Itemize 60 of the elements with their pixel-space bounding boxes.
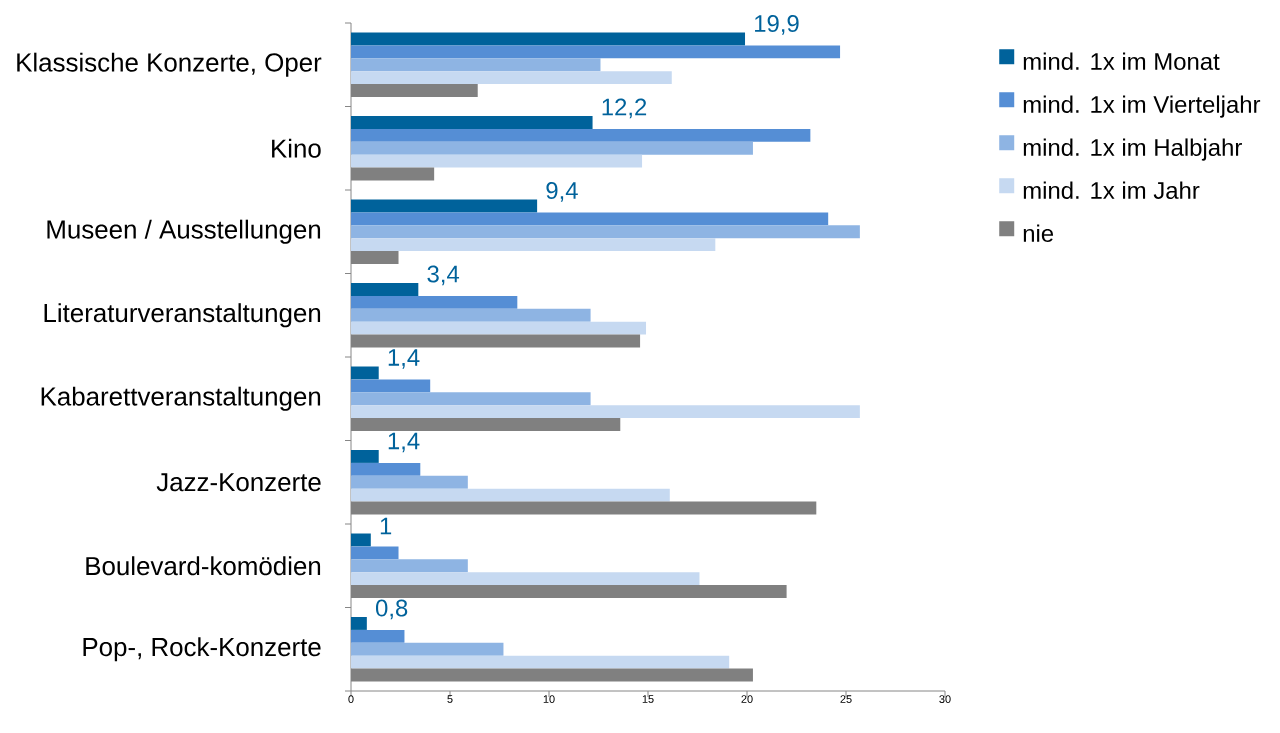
y-tick-label: Boulevard-komödien [86, 556, 321, 576]
data-label: 9,4 [546, 182, 578, 202]
bar [351, 366, 379, 380]
bar [351, 629, 405, 643]
x-tick-label: 0 [348, 695, 354, 703]
data-label: 3,4 [427, 265, 460, 286]
x-tick-label: 25 [840, 695, 852, 703]
y-tick-label: Kino [272, 138, 321, 158]
y-tick-label: Klassische Konzerte, Oper [17, 52, 322, 77]
bar [351, 546, 399, 560]
y-tick-label: Museen / Ausstellungen [47, 219, 321, 244]
bar [351, 475, 468, 489]
bar [351, 295, 518, 309]
bar [351, 212, 829, 226]
legend-label: mind. 1x im Monat [1023, 52, 1220, 70]
y-tick-label: Kabarettveranstaltungen [41, 386, 321, 411]
data-label: 19,9 [755, 15, 799, 35]
bar [351, 405, 860, 419]
bar [351, 642, 504, 656]
y-tick-label: Jazz-Konzerte [156, 473, 321, 492]
bar [351, 379, 431, 393]
legend-label: nie [1023, 224, 1054, 242]
bar [351, 225, 860, 239]
data-label: 12,2 [602, 98, 647, 119]
x-tick-label: 15 [642, 695, 654, 703]
bar [351, 238, 716, 252]
bar [351, 116, 593, 129]
x-tick-label: 30 [939, 695, 951, 703]
bar [351, 283, 419, 296]
y-tick-label: Literaturveranstaltungen [44, 303, 321, 328]
data-label: 1 [380, 517, 392, 535]
x-tick-label: 5 [447, 695, 453, 703]
y-tick-label: Pop-, Rock-Konzerte [83, 637, 321, 662]
bar [351, 199, 538, 213]
bar [351, 141, 753, 155]
data-label: 1,4 [388, 432, 420, 453]
bar [351, 392, 591, 406]
legend-label: mind. 1x im Jahr [1023, 181, 1200, 199]
bar [351, 488, 670, 502]
bar [351, 559, 468, 573]
bar [351, 71, 672, 85]
bar [351, 128, 811, 142]
legend-label: mind. 1x im Halbjahr [1023, 138, 1242, 161]
bar [351, 572, 700, 586]
x-tick-label: 20 [741, 695, 753, 703]
bar [351, 655, 730, 669]
x-tick-label: 10 [543, 695, 555, 703]
data-label: 0,8 [375, 599, 408, 620]
legend-label: mind. 1x im Vierteljahr [1023, 95, 1261, 118]
bar [351, 533, 371, 547]
bar [351, 58, 601, 72]
bar [351, 154, 643, 168]
bar [351, 308, 591, 322]
data-label: 1,4 [388, 349, 420, 369]
bar [351, 32, 746, 46]
bar [351, 450, 379, 463]
bar [351, 617, 367, 630]
bar [351, 321, 647, 335]
bar [351, 462, 421, 476]
bar [351, 45, 841, 59]
